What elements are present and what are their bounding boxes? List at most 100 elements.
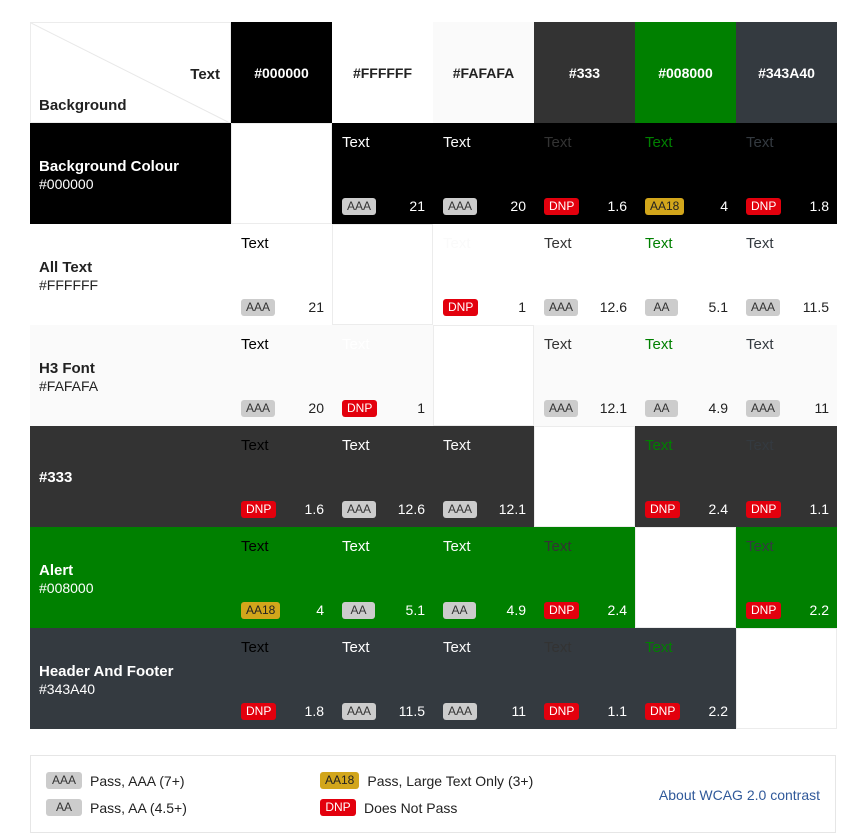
empty-cell	[635, 527, 736, 628]
legend-item-dnp: DNP Does Not Pass	[320, 799, 457, 816]
empty-cell	[332, 224, 433, 325]
wcag-contrast-link[interactable]: About WCAG 2.0 contrast	[658, 787, 820, 803]
sample-text: Text	[443, 235, 471, 252]
contrast-ratio: 4	[316, 602, 324, 618]
legend-label-aaa: Pass, AAA (7+)	[90, 772, 185, 789]
rating-badge: AAA	[746, 400, 781, 417]
row-header: All Text #FFFFFF	[30, 224, 231, 325]
sample-text: Text	[443, 639, 471, 656]
sample-text: Text	[241, 437, 269, 454]
contrast-cell: Text DNP 1.8	[736, 123, 837, 224]
rating-badge: AA	[342, 602, 375, 619]
contrast-cell: Text AAA 11	[433, 628, 534, 729]
column-header: #FAFAFA	[433, 22, 534, 123]
contrast-ratio: 1	[518, 299, 526, 315]
rating-badge: DNP	[746, 602, 782, 619]
contrast-cell: Text DNP 1.6	[231, 426, 332, 527]
sample-text: Text	[645, 235, 673, 252]
sample-text: Text	[645, 134, 673, 151]
legend-label-dnp: Does Not Pass	[364, 799, 458, 816]
contrast-ratio: 20	[308, 400, 324, 416]
column-header-label: #FFFFFF	[352, 64, 413, 81]
rating-badge: AAA	[342, 703, 377, 720]
row-header: Header And Footer #343A40	[30, 628, 231, 729]
row-header-name: All Text	[39, 259, 93, 276]
contrast-ratio: 5.1	[708, 299, 728, 315]
text-axis-label: Text	[190, 66, 220, 83]
row-header-name: Alert	[39, 562, 74, 579]
row-header: Background Colour #000000	[30, 123, 231, 224]
rating-badge: AAA	[746, 299, 781, 316]
row-header-hex: #FFFFFF	[39, 277, 99, 293]
contrast-cell: Text AA 4.9	[433, 527, 534, 628]
sample-text: Text	[746, 336, 774, 353]
contrast-ratio: 1.8	[809, 198, 829, 214]
row-header: Alert #008000	[30, 527, 231, 628]
contrast-cell: Text AA 5.1	[332, 527, 433, 628]
contrast-ratio: 2.4	[708, 501, 728, 517]
contrast-cell: Text DNP 1.8	[231, 628, 332, 729]
sample-text: Text	[746, 235, 774, 252]
contrast-ratio: 11	[511, 703, 526, 719]
column-header: #333	[534, 22, 635, 123]
sample-text: Text	[342, 639, 370, 656]
row-header-name: Background Colour	[39, 158, 180, 175]
sample-text: Text	[241, 538, 269, 555]
contrast-cell: Text DNP 2.2	[736, 527, 837, 628]
legend-badge-aaa: AAA	[46, 772, 82, 789]
contrast-cell: Text DNP 1.1	[534, 628, 635, 729]
rating-badge: DNP	[746, 501, 782, 518]
contrast-cell: Text AAA 20	[231, 325, 332, 426]
contrast-ratio: 21	[308, 299, 324, 315]
contrast-cell: Text DNP 2.4	[635, 426, 736, 527]
contrast-ratio: 11	[814, 400, 829, 416]
column-header: #000000	[231, 22, 332, 123]
sample-text: Text	[746, 437, 774, 454]
sample-text: Text	[443, 134, 471, 151]
contrast-ratio: 2.2	[708, 703, 728, 719]
sample-text: Text	[443, 538, 471, 555]
legend: AAA Pass, AAA (7+) AA Pass, AA (4.5+) AA…	[30, 755, 836, 833]
contrast-cell: Text DNP 2.2	[635, 628, 736, 729]
contrast-ratio: 2.4	[607, 602, 627, 618]
contrast-ratio: 1.6	[304, 501, 324, 517]
sample-text: Text	[443, 437, 471, 454]
contrast-ratio: 4.9	[708, 400, 728, 416]
sample-text: Text	[544, 134, 572, 151]
rating-badge: DNP	[544, 198, 580, 215]
row-header: H3 Font #FAFAFA	[30, 325, 231, 426]
contrast-cell: Text AAA 12.1	[433, 426, 534, 527]
sample-text: Text	[241, 639, 269, 656]
sample-text: Text	[342, 134, 370, 151]
contrast-cell: Text AAA 11.5	[736, 224, 837, 325]
sample-text: Text	[544, 336, 572, 353]
rating-badge: DNP	[645, 703, 681, 720]
rating-badge: AAA	[443, 501, 478, 518]
contrast-ratio: 1	[417, 400, 425, 416]
row-header-name: Header And Footer	[39, 663, 174, 680]
column-header: #008000	[635, 22, 736, 123]
rating-badge: DNP	[645, 501, 681, 518]
column-header: #FFFFFF	[332, 22, 433, 123]
rating-badge: AAA	[342, 501, 377, 518]
column-header-label: #343A40	[758, 64, 815, 81]
background-axis-label: Background	[39, 97, 127, 114]
rating-badge: DNP	[241, 501, 277, 518]
rating-badge: AAA	[544, 299, 579, 316]
rating-badge: DNP	[544, 602, 580, 619]
contrast-ratio: 12.6	[599, 299, 627, 315]
row-header-name: #333	[39, 469, 73, 486]
contrast-cell: Text AAA 21	[332, 123, 433, 224]
sample-text: Text	[342, 336, 370, 353]
legend-badge-aa: AA	[46, 799, 82, 816]
legend-item-aaa: AAA Pass, AAA (7+)	[46, 772, 185, 789]
contrast-ratio: 1.1	[607, 703, 627, 719]
sample-text: Text	[645, 336, 673, 353]
contrast-cell: Text DNP 1.6	[534, 123, 635, 224]
contrast-ratio: 1.1	[809, 501, 829, 517]
contrast-ratio: 20	[510, 198, 526, 214]
rating-badge: DNP	[746, 198, 782, 215]
sample-text: Text	[342, 437, 370, 454]
rating-badge: AAA	[241, 400, 276, 417]
contrast-cell: Text DNP 1	[433, 224, 534, 325]
